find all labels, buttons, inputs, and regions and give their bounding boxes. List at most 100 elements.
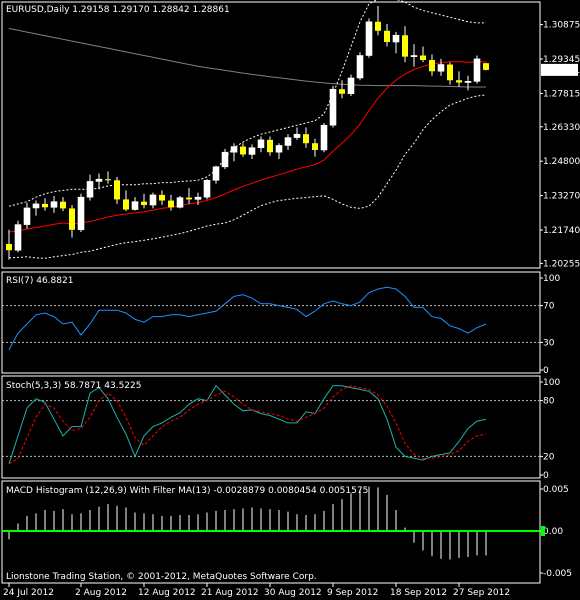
price-axis-tick-label: 1.26330 [543,123,580,133]
stochastic-panel[interactable]: 100 80 20 0 [2,378,560,481]
candle-bear [159,194,165,201]
stoch-axis-tick-label: 100 [543,378,560,388]
candle-bull [194,196,202,200]
time-axis-tick-label: 21 Aug 2012 [201,588,259,598]
candle-bull [392,34,400,43]
candle-bear [402,35,408,57]
candle-bull [203,180,211,198]
long-moving-average-line [8,28,486,88]
stoch-panel-frame [1,375,541,479]
candle-bear [384,30,390,43]
candle-bear [375,21,381,31]
time-axis-tick-label: 18 Sep 2012 [390,588,447,598]
candle-bear [429,60,435,72]
main-panel-frame [1,1,541,269]
stoch-axis-tick-label: 80 [543,397,555,407]
candle-bear [303,134,309,144]
time-axis-tick-label: 9 Sep 2012 [327,588,378,598]
candle-bull [50,201,58,208]
time-axis-tick-label: 12 Aug 2012 [138,588,196,598]
candle-bull [284,137,292,146]
candle-bull [257,139,265,149]
rsi-axis-tick-label: 0 [543,366,549,376]
price-axis-tick-label: 1.30875 [543,21,580,31]
upper-band-line [8,0,486,207]
candle-bull [248,147,256,155]
candle-bull [473,58,481,82]
candle-bull [86,181,94,198]
macd-axis-tick-label: 0.005 [543,485,569,495]
time-axis: 24 Jul 2012 2 Aug 2012 12 Aug 2012 21 Aug 2… [3,583,510,598]
candle-bull [23,207,31,225]
stoch-axis-tick-label: 20 [543,452,555,462]
price-axis-tick-label: 1.20255 [543,259,580,269]
macd-panel[interactable]: 0.005 0.00 -0.005 [2,485,572,579]
stoch-main-line [8,384,487,464]
time-axis-tick-label: 30 Aug 2012 [264,588,322,598]
rsi-panel-frame [1,271,541,374]
price-axis-tick-label: 1.21740 [543,226,580,236]
candle-bear [42,203,48,208]
candle-bear [267,139,273,153]
candle-bear [141,201,147,206]
candle-bear [60,201,66,209]
rsi-axis-tick-label: 100 [543,274,560,284]
price-axis-tick-label: 1.24800 [543,157,580,167]
candle-bear [240,146,246,155]
candle-bull [410,55,418,57]
candle-bull [14,224,22,251]
candle-bull [77,196,85,231]
candle-bear [312,143,318,150]
stoch-signal-line [8,385,487,465]
candle-bull [95,178,103,182]
candle-bull [32,203,40,209]
candle-bear [483,63,489,70]
candle-bull [212,166,220,181]
footer-copyright: Lionstone Trading Station, © 2001-2012, … [6,572,317,582]
candle-bull [176,197,184,208]
last-price-tag [541,63,578,76]
candle-bear [168,200,174,208]
candle-bear [69,208,75,230]
rsi-line [8,286,487,351]
time-axis-tick-label: 27 Sep 2012 [453,588,510,598]
candle-bear [456,80,462,83]
time-axis-tick-label: 2 Aug 2012 [75,588,127,598]
stoch-panel-header: Stoch(5,3,3) 58.7871 43.5225 [6,381,141,391]
rsi-axis-tick-label: 70 [543,302,555,312]
candle-bull [149,194,157,206]
price-panel[interactable]: 1.30875 1.29345 1.27815 1.26330 1.24800 1.232… [6,0,580,269]
candle-bear [339,89,345,94]
price-axis-tick-label: 1.29345 [543,55,580,65]
candle-bull [221,151,229,168]
candle-bull [230,146,238,153]
candle-bull [347,77,355,95]
candle-bull [365,21,373,56]
candle-bull [320,124,328,151]
price-axis-tick-label: 1.23270 [543,192,580,202]
candle-bull [356,55,364,79]
candle-bull [329,88,337,126]
price-axis-tick-label: 1.27815 [543,89,580,99]
rsi-axis-tick-label: 30 [543,338,555,348]
candle-bear [447,64,453,81]
moving-average-line [8,61,486,233]
candle-bull [293,133,301,138]
candle-bull [131,201,139,210]
candle-bear [6,243,12,251]
candle-bull [437,64,445,72]
time-axis-tick-label: 24 Jul 2012 [3,588,54,598]
candle-bear [123,199,129,210]
rsi-panel-header: RSI(7) 46.8821 [6,276,73,286]
price-panel-header: EURUSD,Daily 1.29158 1.29170 1.28842 1.2… [6,5,230,15]
macd-axis-tick-label: 0.00 [543,527,563,537]
candle-bull [275,145,283,153]
macd-zero-marker [541,526,545,536]
candle-bear [114,180,120,200]
candle-bull [464,81,472,83]
candle-bear [420,55,426,61]
rsi-panel[interactable]: 100 70 30 0 [2,274,560,376]
candle-bear [186,197,192,200]
